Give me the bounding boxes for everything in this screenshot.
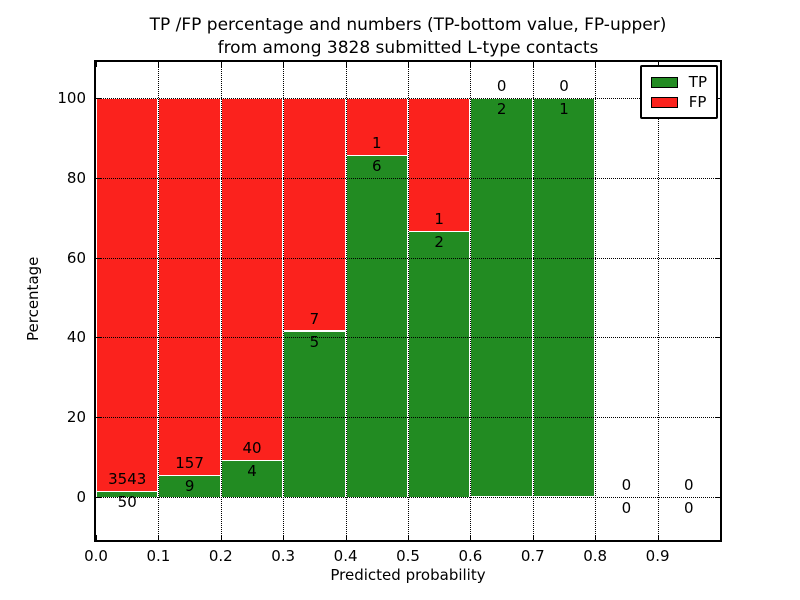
bar-tp-segment bbox=[283, 330, 346, 497]
x-tick-label: 0.1 bbox=[146, 547, 171, 565]
plot-area: 3543 50 157 9 40 4 7 5 1 6 1 2 0 2 0 1 0 0 0 0 TP FP bbox=[94, 60, 722, 542]
fp-count-label: 1 bbox=[372, 134, 382, 153]
x-tick-label: 0.0 bbox=[84, 547, 108, 565]
legend-item-tp: TP bbox=[650, 72, 707, 92]
x-tick-mark bbox=[96, 535, 97, 540]
bar-tp-segment bbox=[532, 98, 596, 497]
tp-count-label: 5 bbox=[309, 332, 320, 351]
x-tick-label: 0.8 bbox=[583, 547, 608, 565]
y-tick-label: 20 bbox=[66, 407, 86, 426]
bar-fp-segment bbox=[96, 98, 159, 491]
tp-count-label: 6 bbox=[372, 157, 382, 176]
x-tick-label: 0.7 bbox=[520, 547, 545, 565]
x-tick-mark bbox=[720, 62, 721, 67]
fp-count-label: 0 bbox=[496, 77, 507, 96]
bar-tp-segment bbox=[96, 491, 159, 497]
legend-item-fp: FP bbox=[650, 92, 707, 112]
fp-count-label: 0 bbox=[559, 77, 569, 96]
bar-tp-segment bbox=[345, 155, 408, 497]
y-tick-label: 80 bbox=[66, 168, 86, 187]
chart-title-line1: TP /FP percentage and numbers (TP-bottom… bbox=[149, 15, 667, 35]
value-labels-layer: 3543 50 157 9 40 4 7 5 1 6 1 2 0 2 0 1 0 0 0 0 bbox=[96, 62, 720, 540]
x-tick-label: 0.4 bbox=[333, 547, 358, 565]
x-tick-label: 0.6 bbox=[458, 547, 483, 565]
tp-legend-label: TP bbox=[688, 73, 707, 91]
tp-count-label: 9 bbox=[184, 477, 195, 495]
x-tick-label: 0.5 bbox=[396, 547, 420, 565]
fp-legend-label: FP bbox=[688, 93, 707, 111]
x-tick-label: 0.2 bbox=[208, 547, 233, 565]
bar-fp-segment bbox=[220, 98, 284, 461]
legend: TP FP bbox=[639, 65, 718, 119]
y-tick-label: 60 bbox=[66, 248, 86, 267]
tp-count-label: 0 bbox=[621, 498, 632, 517]
fp-legend-swatch bbox=[650, 96, 678, 108]
fp-count-label: 0 bbox=[621, 475, 632, 494]
tp-count-label: 2 bbox=[434, 233, 444, 251]
bar-fp-segment bbox=[345, 98, 408, 156]
fp-count-label: 7 bbox=[309, 309, 320, 328]
x-axis-label: Predicted probability bbox=[330, 566, 486, 584]
fp-count-label: 157 bbox=[175, 454, 204, 472]
chart-title-line2: from among 3828 submitted L-type contact… bbox=[217, 38, 599, 58]
tp-count-label: 1 bbox=[559, 100, 569, 119]
tp-legend-swatch bbox=[650, 76, 678, 88]
y-tick-label: 100 bbox=[57, 89, 86, 108]
tp-count-label: 4 bbox=[247, 462, 257, 481]
tp-count-label: 0 bbox=[684, 498, 694, 517]
fp-count-label: 1 bbox=[434, 210, 444, 228]
tp-count-label: 2 bbox=[496, 100, 507, 119]
y-tick-label: 0 bbox=[76, 487, 86, 506]
y-axis-label: Percentage bbox=[24, 256, 42, 342]
bar-tp-segment bbox=[408, 231, 471, 497]
bar-fp-segment bbox=[408, 98, 471, 231]
x-tick-label: 0.9 bbox=[645, 547, 670, 565]
bars-layer bbox=[96, 62, 720, 540]
fp-count-label: 40 bbox=[242, 439, 262, 458]
bar-tp-segment bbox=[220, 460, 284, 497]
bar-fp-segment bbox=[283, 98, 346, 331]
tp-count-label: 50 bbox=[117, 493, 137, 511]
fp-count-label: 0 bbox=[684, 475, 694, 494]
bar-tp-segment bbox=[470, 98, 533, 497]
chart-title: TP /FP percentage and numbers (TP-bottom… bbox=[0, 14, 800, 60]
fp-count-label: 3543 bbox=[108, 470, 147, 488]
plot-inner: 3543 50 157 9 40 4 7 5 1 6 1 2 0 2 0 1 0 0 0 0 TP FP bbox=[96, 62, 721, 540]
y-tick-label: 40 bbox=[66, 328, 86, 347]
x-tick-label: 0.3 bbox=[271, 547, 296, 565]
x-tick-mark bbox=[96, 62, 97, 67]
x-tick-mark bbox=[720, 535, 721, 540]
